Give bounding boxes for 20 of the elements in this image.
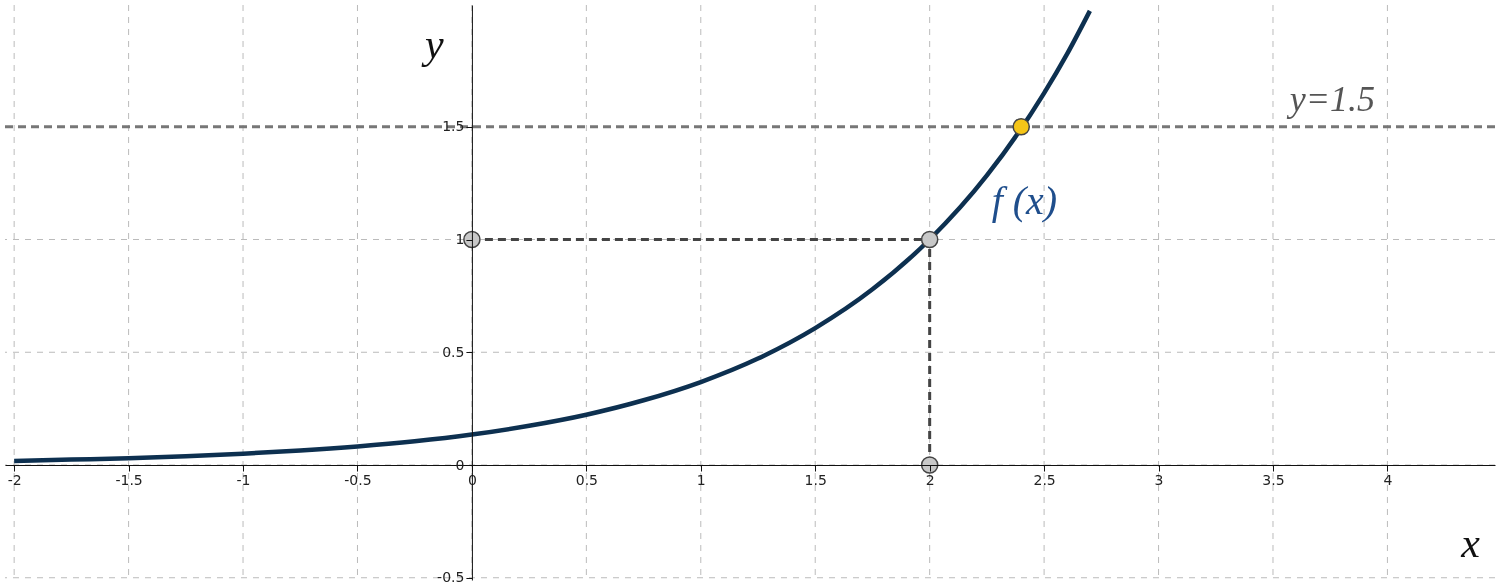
x-tick-label: 0.5 — [575, 471, 598, 488]
x-axis-title: x — [1460, 519, 1481, 566]
x-tick-label: 3 — [1154, 471, 1164, 488]
y-tick-label: -0.5 — [437, 569, 465, 585]
y-tick-label: 0.5 — [442, 343, 465, 360]
y-tick-label: 1.5 — [442, 118, 465, 135]
x-tick-label: 2 — [925, 471, 935, 488]
x-tick-label: 1.5 — [804, 471, 827, 488]
y-tick-label: 1 — [455, 231, 465, 248]
x-tick-label: -0.5 — [344, 471, 372, 488]
x-tick-label: 1 — [696, 471, 706, 488]
x-tick-label: -1.5 — [115, 471, 143, 488]
x-tick-label: 3.5 — [1262, 471, 1285, 488]
x-tick-label: 2.5 — [1033, 471, 1056, 488]
series-label: f (x) — [991, 177, 1058, 223]
ref-line-label: y=1.5 — [1286, 78, 1375, 119]
x-tick-label: 4 — [1383, 471, 1393, 488]
y-axis-title: y — [421, 20, 445, 67]
x-tick-label: -1 — [236, 471, 251, 488]
x-tick-label: -2 — [7, 471, 22, 488]
